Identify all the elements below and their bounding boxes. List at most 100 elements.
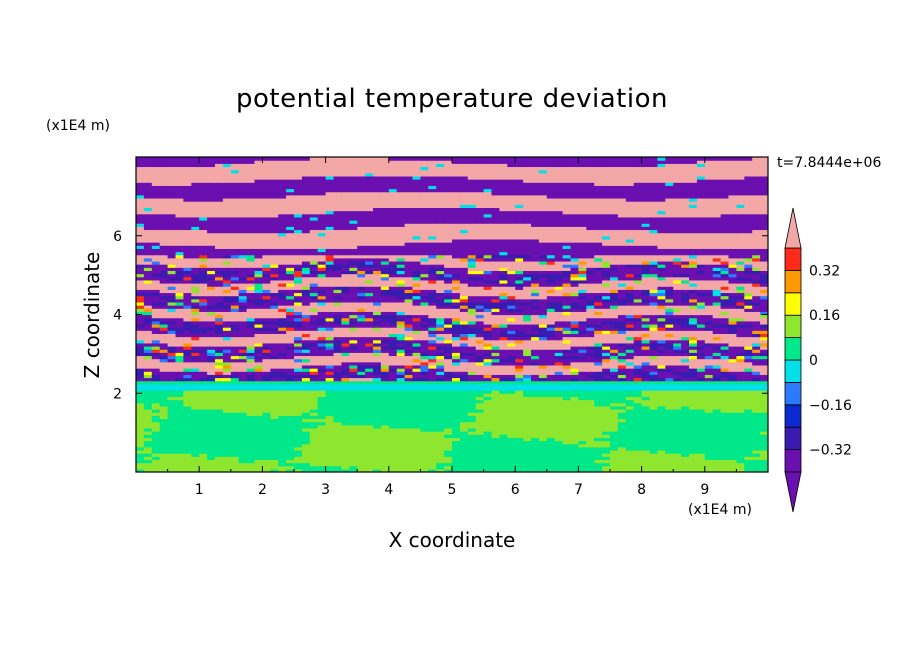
heatmap-cell: [428, 283, 437, 287]
heatmap-cell: [673, 405, 682, 410]
heatmap-cell: [246, 383, 256, 388]
heatmap-cell: [183, 380, 192, 385]
heatmap-cell: [365, 289, 374, 294]
heatmap-cell: [515, 418, 524, 423]
heatmap-cell: [554, 305, 564, 309]
heatmap-cell: [617, 434, 627, 438]
heatmap-cell: [602, 323, 611, 328]
heatmap-cell: [396, 374, 406, 379]
heatmap-cell: [633, 349, 643, 353]
heatmap-cell: [578, 349, 587, 353]
heatmap-cell: [333, 383, 342, 388]
heatmap-cell: [286, 386, 295, 391]
heatmap-cell: [657, 371, 666, 375]
heatmap-cell: [452, 308, 461, 312]
heatmap-cell: [546, 449, 556, 454]
heatmap-cell: [262, 393, 271, 397]
heatmap-cell: [428, 449, 437, 454]
heatmap-cell: [357, 346, 366, 350]
heatmap-cell: [689, 465, 698, 470]
heatmap-cell: [507, 440, 516, 445]
heatmap-cell: [175, 456, 184, 460]
heatmap-cell: [562, 371, 572, 375]
heatmap-cell: [396, 339, 406, 344]
heatmap-cell: [428, 462, 437, 467]
heatmap-cell: [301, 446, 311, 451]
heatmap-cell: [728, 336, 737, 341]
heatmap-cell: [444, 462, 453, 467]
heatmap-cell: [736, 402, 745, 407]
heatmap-cell: [673, 352, 682, 357]
heatmap-cell: [222, 437, 232, 442]
heatmap-cell: [436, 399, 445, 404]
heatmap-cell: [199, 431, 208, 435]
heatmap-cell: [175, 279, 184, 284]
heatmap-cell: [633, 399, 643, 404]
heatmap-cell: [143, 333, 153, 338]
heatmap-cell: [736, 468, 745, 472]
heatmap-cell: [570, 440, 579, 445]
heatmap-cell: [167, 301, 177, 306]
heatmap-cell: [720, 276, 730, 281]
heatmap-cell: [483, 465, 493, 470]
heatmap-cell: [752, 317, 761, 322]
heatmap-cell: [570, 276, 579, 281]
heatmap-cell: [325, 368, 335, 372]
heatmap-cell: [325, 311, 335, 316]
heatmap-cell: [475, 453, 485, 457]
heatmap-cell: [459, 352, 469, 357]
heatmap-cell: [222, 468, 232, 472]
heatmap-cell: [736, 336, 745, 341]
heatmap-cell: [396, 380, 406, 385]
heatmap-cell: [278, 301, 287, 306]
heatmap-cell: [523, 456, 532, 460]
heatmap-cell: [396, 437, 406, 442]
heatmap-cell: [159, 386, 169, 391]
heatmap-cell: [301, 386, 311, 391]
heatmap-cell: [617, 289, 627, 294]
heatmap-cell: [538, 361, 548, 366]
heatmap-cell: [625, 364, 635, 369]
heatmap-cell: [594, 361, 603, 366]
heatmap-cell: [586, 346, 595, 350]
heatmap-cell: [570, 298, 579, 303]
heatmap-cell: [554, 355, 564, 360]
heatmap-cell: [365, 405, 374, 410]
heatmap-cell: [578, 333, 587, 338]
heatmap-cell: [562, 311, 572, 316]
heatmap-cell: [278, 323, 287, 328]
heatmap-cell: [452, 459, 461, 464]
heatmap-cell: [602, 368, 611, 372]
heatmap-cell: [341, 402, 350, 407]
heatmap-cell: [365, 377, 374, 382]
heatmap-cell: [143, 386, 153, 391]
heatmap-cell: [191, 333, 200, 338]
heatmap-cell: [159, 415, 169, 420]
heatmap-cell: [301, 421, 311, 426]
heatmap-cell: [396, 327, 406, 331]
heatmap-cell: [412, 336, 421, 341]
heatmap-cell: [167, 465, 177, 470]
heatmap-cell: [610, 386, 619, 391]
heatmap-cell: [562, 405, 572, 410]
heatmap-cell: [270, 374, 279, 379]
heatmap-cell: [641, 364, 651, 369]
heatmap-cell: [357, 298, 366, 303]
heatmap-cell: [633, 431, 643, 435]
heatmap-cell: [696, 459, 706, 464]
heatmap-cell: [681, 317, 690, 322]
heatmap-cell: [475, 276, 485, 281]
heatmap-cell: [388, 434, 398, 438]
heatmap-cell: [633, 396, 643, 401]
heatmap-cell: [380, 292, 390, 297]
heatmap-cell: [712, 323, 722, 328]
heatmap-cell: [538, 323, 548, 328]
heatmap-cell: [254, 446, 263, 451]
heatmap-cell: [167, 468, 177, 472]
heatmap-cell: [365, 459, 374, 464]
heatmap-cell: [309, 311, 319, 316]
heatmap-cell: [357, 424, 366, 429]
heatmap-cell: [570, 427, 579, 432]
heatmap-cell: [136, 276, 145, 281]
heatmap-cell: [404, 295, 414, 300]
